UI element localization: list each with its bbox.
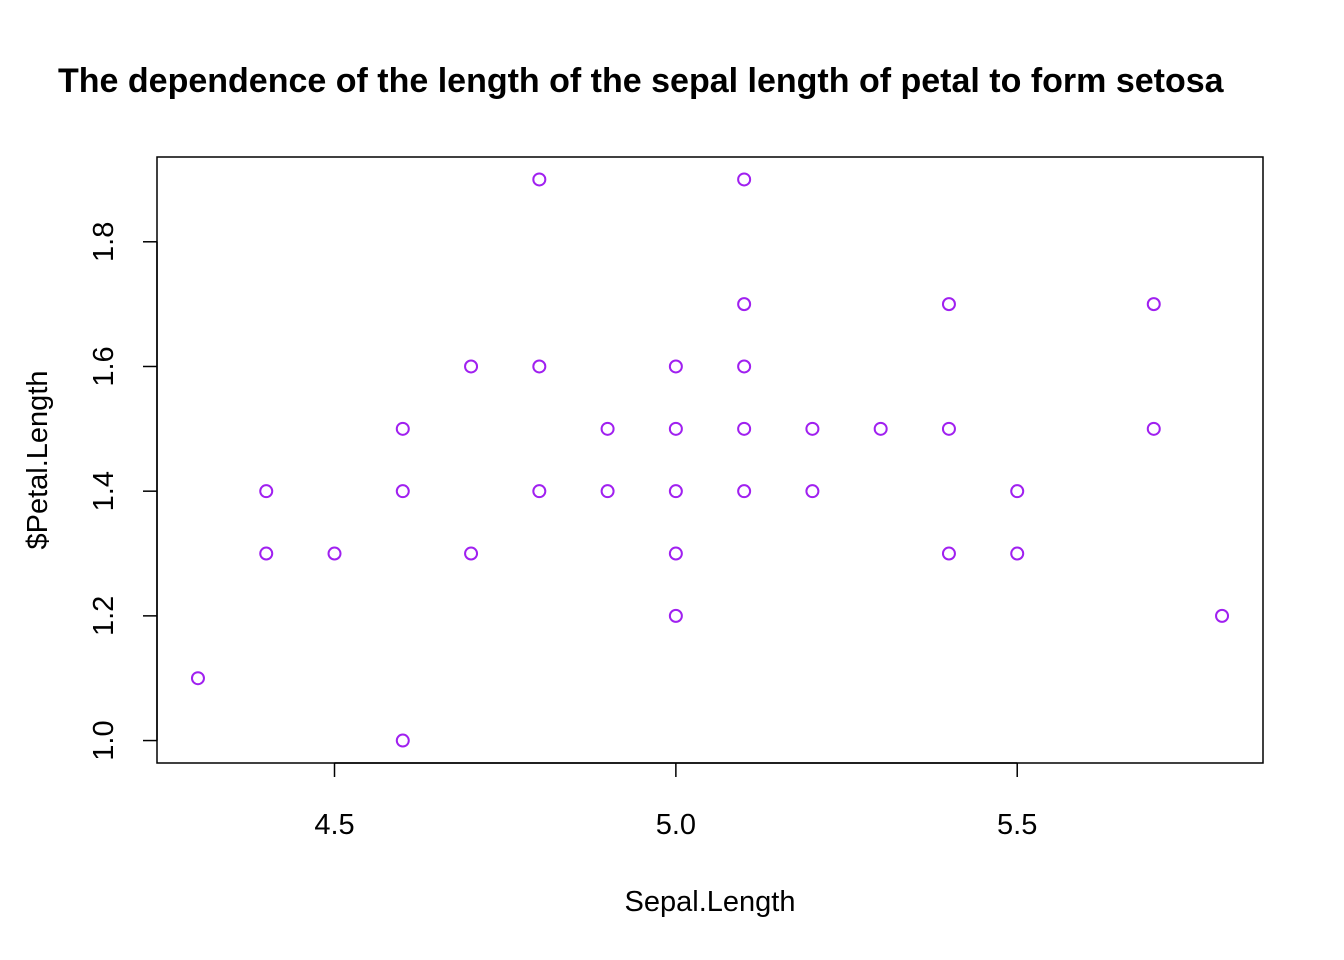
y-tick-label: 1.8 [88, 222, 120, 262]
data-point [259, 546, 274, 561]
data-point [737, 359, 752, 374]
data-point [532, 484, 547, 499]
data-point [464, 546, 479, 561]
y-tick-label: 1.2 [88, 596, 120, 636]
data-point [668, 484, 683, 499]
data-point [327, 546, 342, 561]
data-point [600, 421, 615, 436]
data-point [873, 421, 888, 436]
data-point [941, 297, 956, 312]
data-point [668, 359, 683, 374]
data-point [1215, 608, 1230, 623]
data-point [805, 484, 820, 499]
data-points [190, 172, 1230, 748]
data-point [668, 546, 683, 561]
x-tick-label: 5.0 [656, 809, 696, 841]
data-point [668, 421, 683, 436]
data-point [532, 359, 547, 374]
data-point [941, 546, 956, 561]
data-point [737, 421, 752, 436]
data-point [190, 671, 205, 686]
data-point [259, 484, 274, 499]
data-point [1146, 297, 1161, 312]
data-point [1010, 546, 1025, 561]
data-point [805, 421, 820, 436]
data-point [395, 421, 410, 436]
data-point [600, 484, 615, 499]
data-point [395, 484, 410, 499]
y-axis-label: $Petal.Length [22, 371, 54, 550]
x-axis: 4.5 5.0 5.5 [314, 762, 1037, 841]
data-point [737, 172, 752, 187]
data-point [737, 484, 752, 499]
y-tick-label: 1.0 [88, 720, 120, 760]
data-point [532, 172, 547, 187]
data-point [464, 359, 479, 374]
data-point [1010, 484, 1025, 499]
x-tick-label: 5.5 [997, 809, 1037, 841]
data-point [737, 297, 752, 312]
y-tick-label: 1.4 [88, 471, 120, 511]
y-tick-label: 1.6 [88, 346, 120, 386]
data-point [1146, 421, 1161, 436]
data-point [668, 608, 683, 623]
data-point [941, 421, 956, 436]
chart-title: The dependence of the length of the sepa… [58, 62, 1225, 100]
x-axis-label: Sepal.Length [625, 886, 796, 918]
y-axis: 1.0 1.2 1.4 1.6 1.8 [88, 222, 158, 761]
data-point [395, 733, 410, 748]
x-tick-label: 4.5 [314, 809, 354, 841]
